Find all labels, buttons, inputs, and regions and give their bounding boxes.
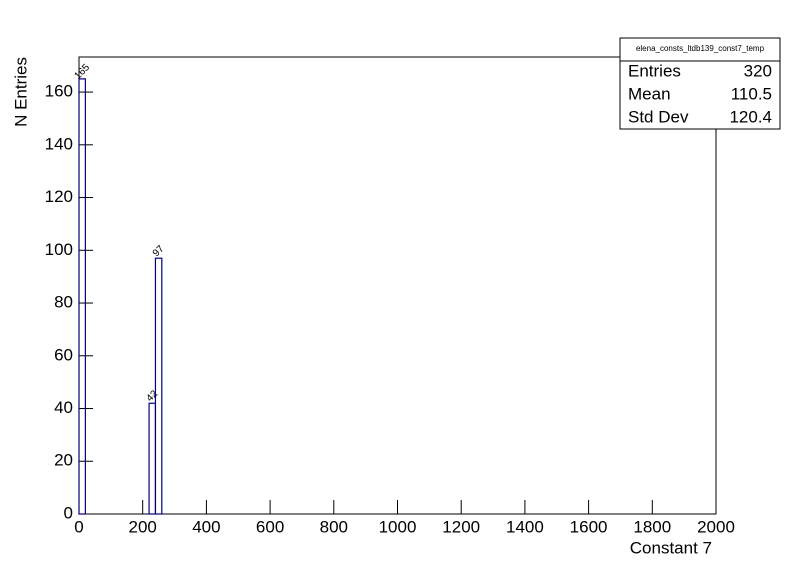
x-tick-label: 1000 [379,517,417,536]
x-axis-label: Constant 7 [630,538,712,557]
stats-value: 120.4 [729,107,772,126]
bar [154,257,163,515]
x-tick-label: 0 [74,517,83,536]
y-tick-label: 160 [45,82,73,101]
x-tick-label: 2000 [697,517,735,536]
stats-value: 320 [744,61,772,80]
y-tick-label: 40 [54,398,73,417]
bar [148,402,157,515]
stats-title: elena_consts_ltdb139_const7_temp [636,44,765,53]
y-tick-label: 120 [45,187,73,206]
bar [78,78,86,515]
y-axis-label: N Entries [11,57,30,127]
stats-label: Entries [628,61,681,80]
stats-box: elena_consts_ltdb139_const7_temp [619,37,781,130]
x-tick-label: 400 [192,517,220,536]
x-tick-label: 1800 [633,517,671,536]
y-tick-label: 80 [54,293,73,312]
y-tick-label: 20 [54,451,73,470]
stats-label: Mean [628,84,671,103]
x-tick-label: 600 [256,517,284,536]
x-tick-label: 1600 [570,517,608,536]
y-tick-label: 140 [45,134,73,153]
x-tick-label: 200 [129,517,157,536]
data-label: 165 [72,62,92,82]
y-tick-label: 100 [45,240,73,259]
stats-value: 110.5 [731,84,772,103]
stats-label: Std Dev [628,107,689,126]
y-tick-label: 60 [54,345,73,364]
x-tick-label: 800 [320,517,348,536]
x-tick-label: 1400 [506,517,544,536]
x-tick-label: 1200 [442,517,480,536]
data-label: 42 [145,388,161,404]
data-label: 97 [151,243,167,259]
stats-frame [619,37,781,130]
y-tick-label: 0 [64,503,73,522]
